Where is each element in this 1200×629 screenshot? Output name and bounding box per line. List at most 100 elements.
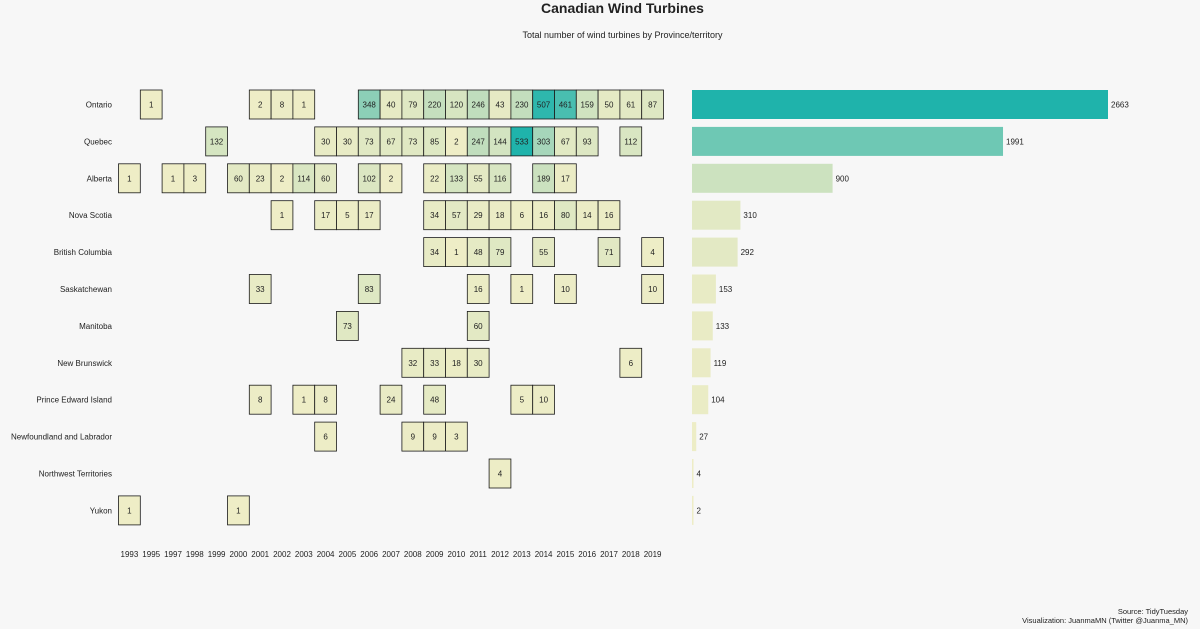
heatmap-tile	[118, 163, 141, 194]
heatmap-value: 144	[493, 137, 507, 146]
heatmap-cell: 4	[641, 237, 664, 268]
row-label-alberta: Alberta	[87, 174, 113, 183]
year-label-2009: 2009	[426, 550, 444, 559]
heatmap-value: 73	[408, 137, 417, 146]
heatmap-value: 3	[454, 433, 459, 442]
heatmap-cell: 60	[227, 163, 250, 194]
heatmap-tile	[554, 274, 577, 304]
heatmap-tile	[641, 89, 664, 120]
heatmap-value: 10	[561, 285, 570, 294]
heatmap-value: 48	[474, 248, 483, 257]
heatmap-cell: 16	[532, 200, 555, 231]
heatmap-cell: 57	[445, 200, 468, 231]
bar-value-label: 292	[741, 248, 755, 257]
heatmap-value: 1	[302, 101, 307, 110]
row-label-quebec: Quebec	[84, 137, 112, 146]
heatmap-value: 83	[365, 285, 374, 294]
heatmap-cell: 73	[336, 310, 359, 341]
heatmap-cell: 79	[488, 237, 512, 268]
heatmap-cell: 10	[641, 274, 664, 304]
heatmap-cell: 1	[292, 89, 316, 120]
heatmap-value: 60	[474, 322, 483, 331]
heatmap-value: 246	[472, 101, 486, 110]
heatmap-cell: 189	[532, 163, 555, 194]
heatmap-tile	[597, 200, 621, 231]
heatmap-cell: 48	[423, 384, 446, 415]
heatmap-value: 1	[171, 174, 176, 183]
bar-value-label: 104	[711, 396, 725, 405]
bar-northwest-territories	[692, 459, 694, 488]
row-label-british-columbia: British Columbia	[54, 248, 113, 257]
row-label-ontario: Ontario	[86, 101, 113, 110]
heatmap-tile	[336, 310, 359, 341]
year-label-1999: 1999	[208, 550, 226, 559]
heatmap-value: 1	[127, 174, 132, 183]
heatmap-cell: 18	[445, 347, 468, 378]
heatmap-tile	[488, 237, 512, 268]
heatmap-value: 9	[432, 433, 437, 442]
heatmap-cell: 29	[466, 200, 490, 231]
heatmap-tile	[379, 384, 403, 415]
heatmap-value: 533	[515, 137, 529, 146]
heatmap-tile	[554, 163, 577, 194]
heatmap-cell: 60	[466, 310, 490, 341]
heatmap-cell: 8	[248, 384, 272, 415]
heatmap-tile	[292, 89, 316, 120]
heatmap-cell: 159	[575, 89, 599, 120]
heatmap-cell: 133	[445, 163, 468, 194]
heatmap-value: 60	[234, 174, 243, 183]
heatmap-cell: 16	[466, 274, 490, 304]
year-label-2004: 2004	[317, 550, 335, 559]
heatmap-value: 1	[149, 101, 154, 110]
heatmap-cell: 30	[336, 126, 359, 157]
year-label-2002: 2002	[273, 550, 291, 559]
heatmap-cell: 5	[510, 384, 534, 415]
heatmap-cell: 507	[532, 89, 555, 120]
heatmap-tile	[597, 237, 621, 268]
bar-nova-scotia	[692, 200, 741, 230]
heatmap-tile	[532, 237, 555, 268]
heatmap-value: 4	[498, 470, 503, 479]
heatmap-value: 18	[496, 211, 505, 220]
bar-saskatchewan	[692, 274, 716, 304]
heatmap-tile	[445, 421, 468, 452]
heatmap-cell: 120	[445, 89, 468, 120]
heatmap-value: 79	[496, 248, 505, 257]
heatmap-value: 2	[389, 174, 394, 183]
heatmap-value: 189	[537, 174, 551, 183]
heatmap-value: 220	[428, 101, 442, 110]
heatmap-cell: 247	[466, 126, 490, 157]
heatmap-tile	[357, 200, 381, 231]
bar-new-brunswick	[692, 348, 711, 378]
heatmap-value: 33	[256, 285, 265, 294]
bar-newfoundland-and-labrador	[692, 422, 697, 452]
heatmap-cell: 303	[532, 126, 555, 157]
heatmap-value: 5	[345, 211, 350, 220]
year-label-2012: 2012	[491, 550, 509, 559]
row-label-newfoundland-and-labrador: Newfoundland and Labrador	[11, 433, 112, 442]
heatmap-cell: 34	[423, 237, 446, 268]
bar-value-label: 2663	[1111, 101, 1129, 110]
year-label-2010: 2010	[448, 550, 466, 559]
heatmap-cell: 246	[466, 89, 490, 120]
heatmap-cell: 144	[488, 126, 512, 157]
year-label-2016: 2016	[578, 550, 596, 559]
year-label-2008: 2008	[404, 550, 422, 559]
heatmap-cell: 30	[314, 126, 337, 157]
heatmap-tile	[183, 163, 207, 194]
heatmap-tile	[466, 274, 490, 304]
heatmap-cell: 30	[466, 347, 490, 378]
year-label-1997: 1997	[164, 550, 182, 559]
bar-value-label: 133	[716, 322, 730, 331]
heatmap-cell: 60	[314, 163, 337, 194]
heatmap-cell: 1	[161, 163, 185, 194]
heatmap-value: 79	[408, 101, 417, 110]
heatmap-value: 71	[605, 248, 614, 257]
row-label-new-brunswick: New Brunswick	[57, 359, 113, 368]
heatmap-tile	[139, 89, 163, 120]
heatmap-cell: 461	[554, 89, 577, 120]
heatmap-cell: 55	[466, 163, 490, 194]
year-label-2014: 2014	[535, 550, 553, 559]
heatmap-value: 159	[581, 101, 595, 110]
